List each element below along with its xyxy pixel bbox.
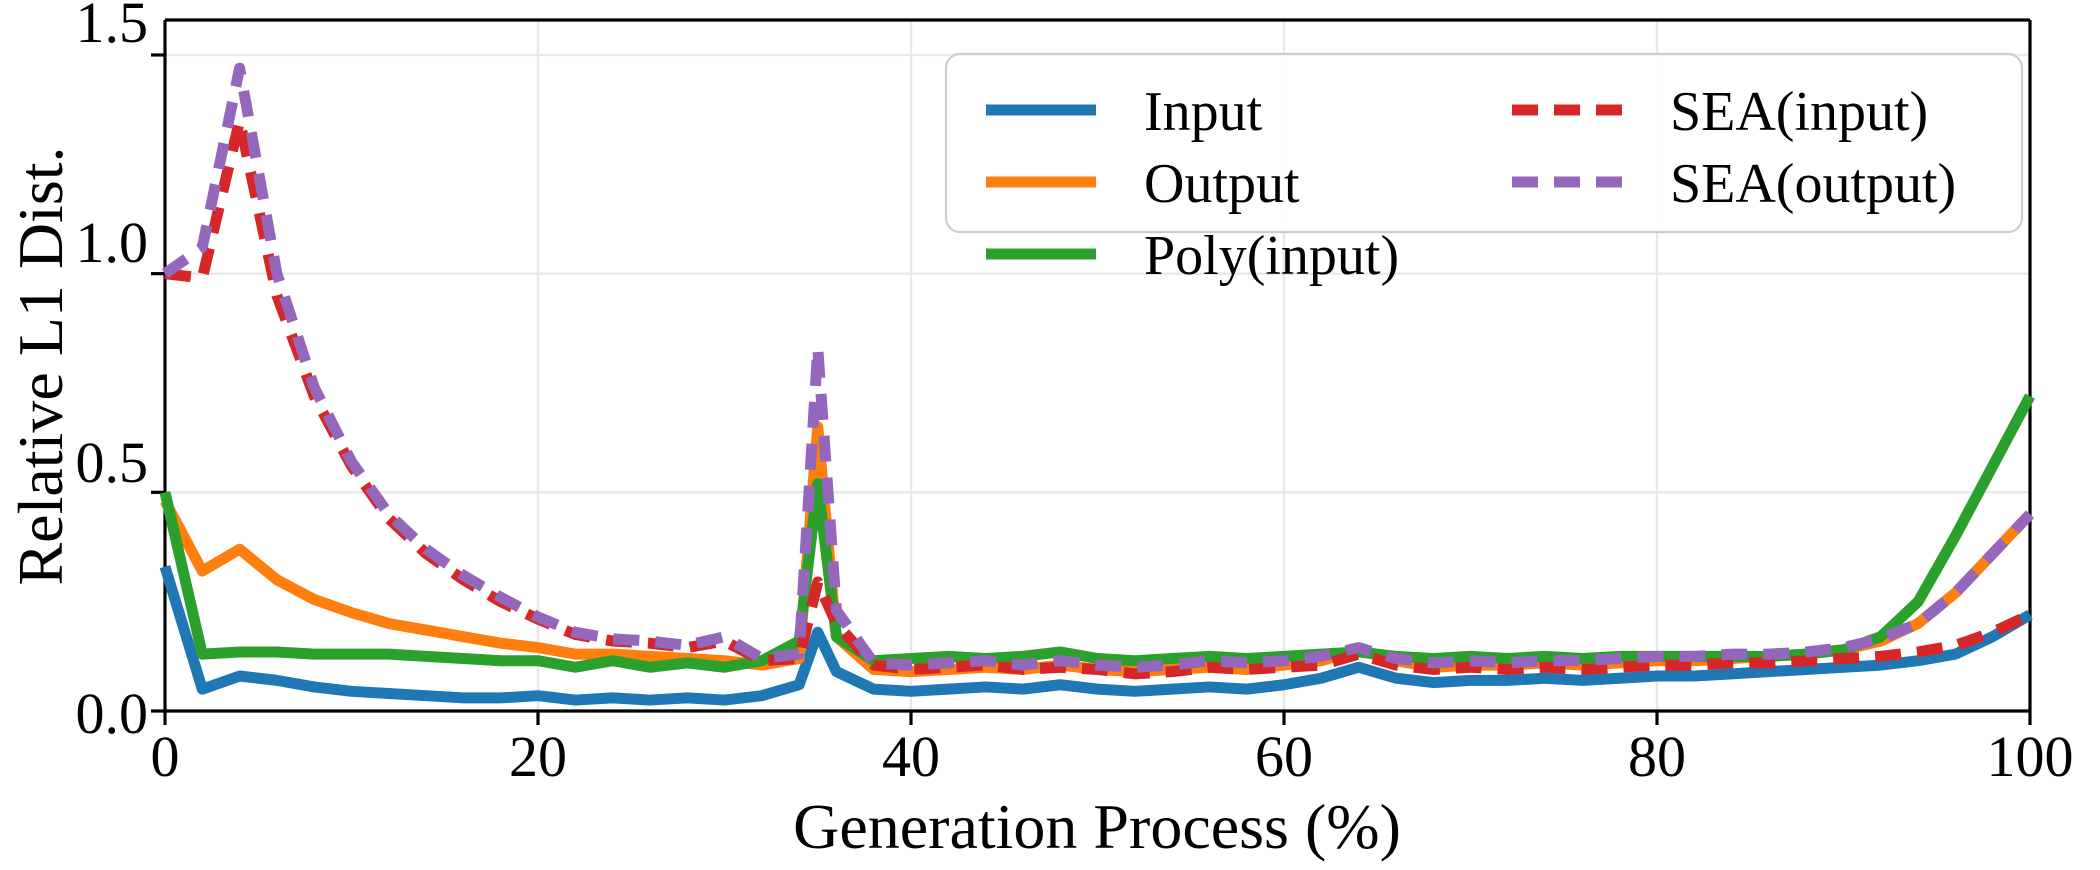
x-tick-labels: 0 20 40 60 80 100 bbox=[151, 724, 2074, 789]
chart-legend: Input Output Poly(input) SEA(input) SEA(outp… bbox=[944, 52, 2024, 287]
series-line-input bbox=[159, 565, 2033, 706]
legend-label-output: Output bbox=[1144, 153, 1300, 215]
x-tick-label-0: 0 bbox=[151, 724, 180, 789]
x-tick-label-40: 40 bbox=[882, 724, 940, 789]
legend-label-poly-input: Poly(input) bbox=[1144, 225, 1399, 287]
y-tick-label-0.5: 0.5 bbox=[76, 430, 149, 495]
x-tick-label-20: 20 bbox=[509, 724, 567, 789]
series-line-poly-input bbox=[159, 393, 2035, 673]
series-line-output bbox=[160, 421, 2034, 678]
legend-entries: Input Output Poly(input) SEA(input) SEA(outp… bbox=[986, 81, 1956, 287]
y-axis-title: Relative L1 Dist. bbox=[5, 146, 76, 585]
legend-label-sea-input: SEA(input) bbox=[1670, 81, 1928, 143]
legend-frame bbox=[944, 52, 2024, 234]
tick-marks bbox=[151, 53, 2032, 725]
legend-label-input: Input bbox=[1144, 81, 1263, 143]
y-tick-label-0.0: 0.0 bbox=[76, 681, 149, 746]
legend-label-sea-output: SEA(output) bbox=[1670, 153, 1956, 215]
plot-spines bbox=[163, 18, 2032, 713]
y-tick-label-1.0: 1.0 bbox=[76, 210, 149, 275]
x-tick-label-60: 60 bbox=[1255, 724, 1313, 789]
y-tick-label-1.5: 1.5 bbox=[76, 0, 149, 55]
data-series bbox=[159, 62, 2035, 706]
x-tick-label-100: 100 bbox=[1987, 724, 2074, 789]
series-line-sea-output bbox=[161, 62, 2034, 673]
x-tick-label-80: 80 bbox=[1628, 724, 1686, 789]
y-tick-labels: 1.5 1.0 0.5 0.0 bbox=[76, 0, 149, 746]
x-axis-title: Generation Process (%) bbox=[793, 791, 1401, 862]
series-line-sea-input bbox=[164, 115, 2033, 680]
